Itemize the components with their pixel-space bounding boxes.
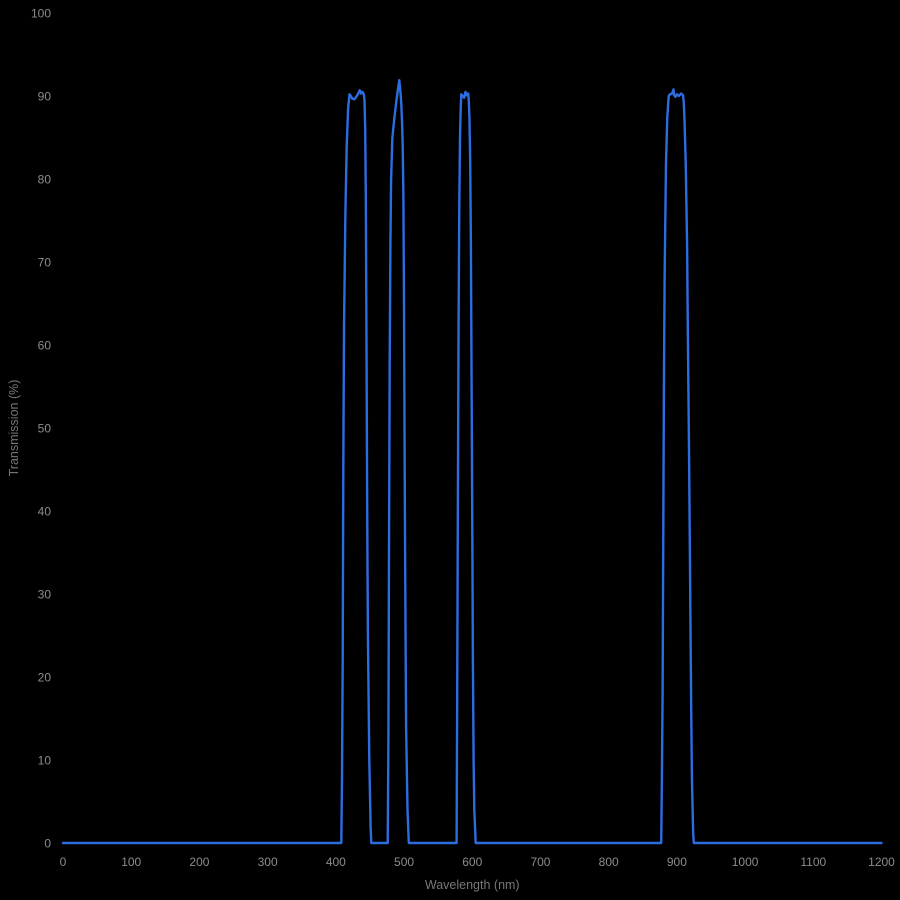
x-tick-label: 400 bbox=[326, 855, 346, 869]
y-tick-label: 0 bbox=[44, 837, 51, 851]
x-tick-label: 500 bbox=[394, 855, 414, 869]
y-tick-label: 90 bbox=[38, 90, 52, 104]
x-tick-label: 600 bbox=[462, 855, 482, 869]
x-tick-label: 700 bbox=[530, 855, 550, 869]
y-axis-title: Transmission (%) bbox=[7, 380, 21, 477]
x-tick-label: 0 bbox=[60, 855, 67, 869]
x-axis-title: Wavelength (nm) bbox=[425, 878, 520, 892]
y-tick-label: 50 bbox=[38, 422, 52, 436]
y-tick-label: 30 bbox=[38, 588, 52, 602]
x-tick-label: 100 bbox=[121, 855, 141, 869]
y-tick-label: 10 bbox=[38, 754, 52, 768]
y-axis-tick-labels: 0 10 20 30 40 50 60 70 80 90 100 bbox=[31, 7, 51, 851]
x-tick-label: 300 bbox=[258, 855, 278, 869]
x-tick-label: 1000 bbox=[732, 855, 759, 869]
x-tick-label: 1200 bbox=[868, 855, 895, 869]
y-tick-label: 70 bbox=[38, 256, 52, 270]
x-tick-label: 900 bbox=[667, 855, 687, 869]
x-tick-label: 1100 bbox=[800, 855, 826, 869]
y-tick-label: 60 bbox=[38, 339, 52, 353]
y-tick-label: 80 bbox=[38, 173, 52, 187]
transmission-series-line bbox=[61, 79, 883, 845]
y-tick-label: 100 bbox=[31, 7, 51, 21]
x-axis-tick-labels: 0 100 200 300 400 500 600 700 800 900 1000 1100 1200 bbox=[60, 855, 896, 869]
x-tick-label: 800 bbox=[599, 855, 619, 869]
x-tick-label: 200 bbox=[189, 855, 209, 869]
y-tick-label: 20 bbox=[38, 671, 52, 685]
y-tick-label: 40 bbox=[38, 505, 52, 519]
